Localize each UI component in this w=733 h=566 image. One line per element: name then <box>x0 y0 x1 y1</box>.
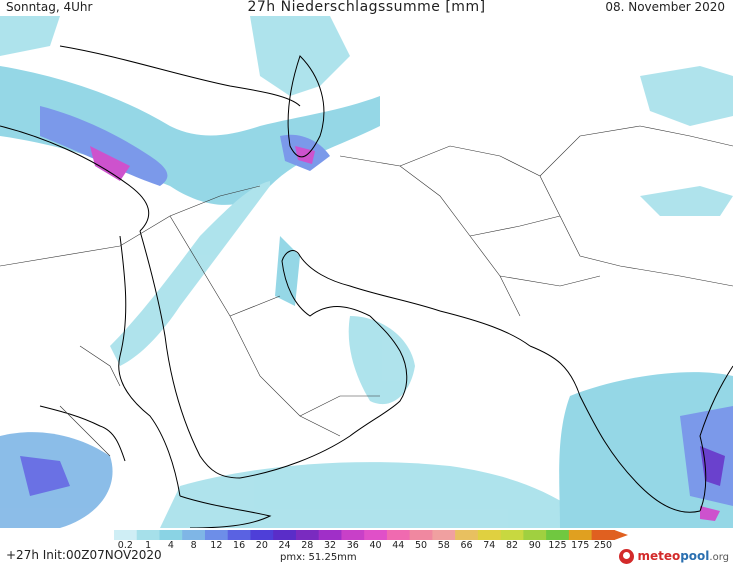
colorbar-swatch <box>523 530 547 540</box>
colorbar-swatch <box>500 530 524 540</box>
coastline-layer <box>0 45 733 528</box>
colorbar-tick-label: 66 <box>460 540 473 551</box>
colorbar-swatch <box>341 530 365 540</box>
colorbar-swatch <box>568 530 593 540</box>
colorbar-swatch <box>182 530 206 540</box>
colorbar-swatch <box>386 530 411 540</box>
logo-icon <box>619 548 635 564</box>
forecast-date-label: 08. November 2020 <box>605 0 725 14</box>
colorbar-tick-label: 175 <box>571 540 590 551</box>
colorbar-ticks: 0.2 1 4 8 12 16 20 24 28 32 36 40 44 50 58 66 74 82 90 125 1… <box>114 540 628 552</box>
colorbar-swatch <box>295 530 320 540</box>
run-info: +27h Init:00Z07NOV2020 <box>6 548 162 562</box>
pmx-value: pmx: 51.25mm <box>280 552 357 563</box>
meteopool-logo[interactable]: meteopool.org <box>619 547 729 565</box>
colorbar-tick-label: 12 <box>210 540 223 551</box>
colorbar-tick-label: 250 <box>593 540 613 551</box>
colorbar-tick-label: 36 <box>346 540 359 551</box>
colorbar-tick-label: 16 <box>233 540 246 551</box>
logo-text: meteopool.org <box>637 549 729 563</box>
colorbar-tick-label: 24 <box>278 540 291 551</box>
colorbar-tick-label: 44 <box>392 540 405 551</box>
colorbar-swatch <box>432 530 456 540</box>
forecast-day-label: Sonntag, 4Uhr <box>6 0 93 14</box>
colorbar-swatch <box>591 530 615 540</box>
precipitation-map <box>0 16 733 528</box>
colorbar-tick-label: 4 <box>167 540 174 551</box>
border-layer <box>0 125 733 457</box>
colorbar-swatch <box>364 530 388 540</box>
colorbar-tick-label: 1 <box>145 540 152 551</box>
colorbar-swatch <box>159 530 183 540</box>
colorbar-tick-label: 74 <box>483 540 496 551</box>
map-title: 27h Niederschlagssumme [mm] <box>247 0 486 15</box>
colorbar-tick-label: 50 <box>414 540 428 551</box>
colorbar-swatch <box>477 530 502 540</box>
colorbar-tick-label: 125 <box>548 540 567 551</box>
colorbar-tick-label: 58 <box>437 540 450 551</box>
colorbar-tick-label: 8 <box>190 540 197 551</box>
colorbar-swatch <box>136 530 160 540</box>
colorbar-tick-label: 82 <box>505 540 519 551</box>
colorbar-tick-label: 0.2 <box>117 540 133 551</box>
colorbar <box>114 530 628 540</box>
colorbar-tick-label: 32 <box>324 540 337 551</box>
colorbar-swatch <box>250 530 274 540</box>
colorbar-swatch <box>227 530 251 540</box>
colorbar-tick-label: 40 <box>369 540 382 551</box>
colorbar-swatch <box>204 530 229 540</box>
colorbar-swatch <box>546 530 570 540</box>
colorbar-swatch <box>114 530 138 540</box>
colorbar-tick-label: 90 <box>528 540 541 551</box>
colorbar-tick-label: 20 <box>255 540 268 551</box>
colorbar-arrow <box>614 530 628 540</box>
precip-layer <box>0 16 733 528</box>
colorbar-swatch <box>409 530 433 540</box>
colorbar-swatch <box>455 530 479 540</box>
colorbar-swatch <box>273 530 297 540</box>
colorbar-swatch <box>318 530 342 540</box>
colorbar-tick-label: 28 <box>301 540 314 551</box>
